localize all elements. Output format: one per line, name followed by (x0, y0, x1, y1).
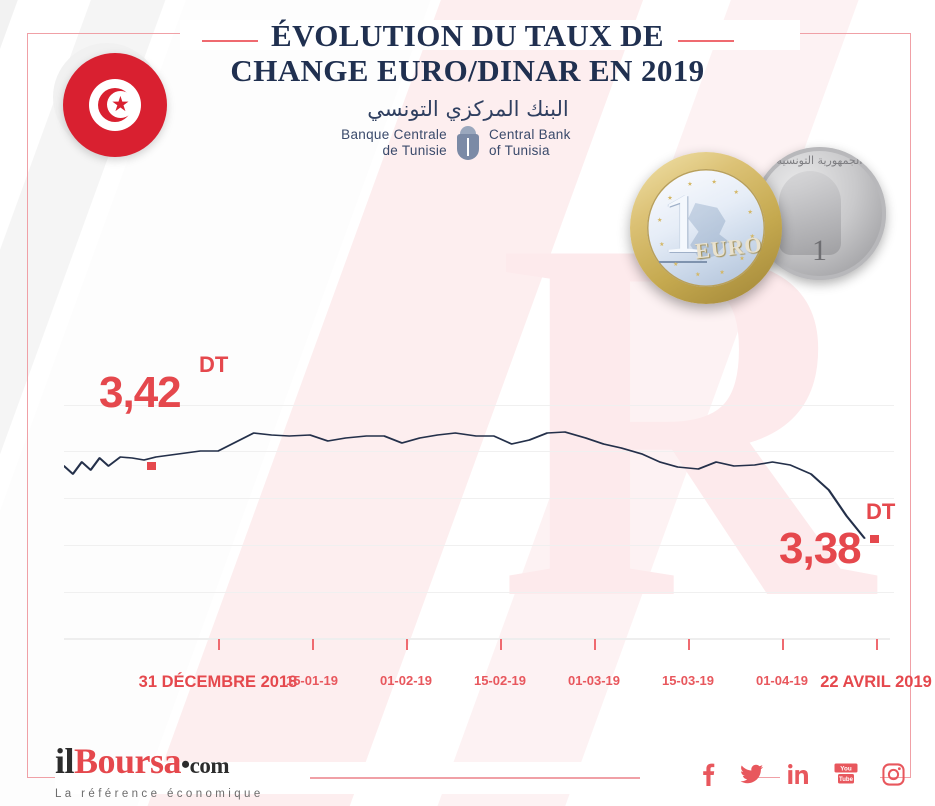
start-marker (147, 462, 156, 470)
svg-text:Tube: Tube (839, 777, 854, 783)
facebook-icon[interactable] (700, 762, 716, 791)
x-axis-label: 15-03-19 (661, 673, 715, 688)
end-value-unit: DT (866, 499, 896, 524)
x-axis-tick (876, 639, 878, 650)
dinar-coin-arabic-legend: الجمهورية التونسية (776, 154, 863, 167)
logo-wordmark: ilBoursa•com (55, 742, 264, 785)
footer-divider (310, 777, 640, 779)
x-axis-label: 22 AVRIL 2019 (820, 673, 932, 691)
flag-white-disc: ★ (89, 79, 141, 131)
logo-boursa: Boursa (74, 741, 182, 781)
euro-star-icon (711, 179, 717, 184)
euro-star-icon (719, 269, 725, 275)
flag-star-icon: ★ (111, 93, 130, 116)
x-axis-label: 01-04-19 (755, 673, 809, 688)
central-bank-french: Banque Centrale de Tunisie (307, 127, 447, 159)
dinar-coin-value: 1 (812, 234, 827, 267)
x-axis-tick (688, 639, 690, 650)
title-dash-left (202, 40, 258, 42)
x-axis-label: 15-02-19 (473, 673, 527, 688)
central-bank-arabic: البنك المركزي التونسي (367, 97, 569, 121)
ilboursa-logo[interactable]: ilBoursa•com La référence économique (55, 742, 264, 800)
title-line-1: ÉVOLUTION DU TAUX DE (271, 18, 664, 53)
gridline (64, 405, 894, 406)
x-axis-tick (312, 639, 314, 650)
emblem-top (460, 126, 476, 136)
euro-coin-underline (659, 261, 707, 263)
twitter-icon[interactable] (740, 762, 764, 791)
euro-star-icon (749, 233, 755, 239)
x-axis-label: 01-03-19 (567, 673, 621, 688)
gridline (64, 545, 894, 546)
end-value-label: 3,38 (779, 524, 862, 573)
gridline (64, 592, 894, 593)
x-axis-tick (782, 639, 784, 650)
euro-star-icon (747, 209, 753, 214)
central-bank-en-line2: of Tunisia (489, 143, 550, 158)
x-axis-label: 15-01-19 (285, 673, 339, 688)
start-value-unit: DT (199, 352, 229, 377)
one-euro-coin-icon: 1 EURO (630, 152, 782, 304)
euro-coin-value: 1 (661, 175, 704, 271)
gridline (64, 451, 894, 452)
x-axis-labels: 31 DÉCEMBRE 2018 15-01-19 01-02-19 15-02-19… (0, 673, 935, 695)
x-axis-tick (594, 639, 596, 650)
euro-star-icon (667, 195, 673, 200)
emblem-shield (457, 134, 479, 160)
flag-crescent-cutout (107, 91, 134, 118)
x-axis-tick (406, 639, 408, 650)
euro-star-icon (657, 217, 663, 222)
central-bank-english: Central Bank of Tunisia (489, 127, 629, 159)
title-dash-right (678, 40, 734, 42)
frame-gap-top (180, 20, 800, 50)
central-bank-fr-line2: de Tunisie (382, 143, 447, 158)
euro-coin-center: 1 EURO (647, 169, 765, 287)
euro-star-icon (687, 181, 693, 186)
svg-text:You: You (840, 766, 852, 773)
logo-dot: • (181, 750, 190, 779)
euro-star-icon (733, 189, 739, 195)
logo-tagline: La référence économique (55, 788, 264, 800)
logo-com: com (189, 753, 230, 778)
euro-star-icon (695, 271, 701, 277)
euro-star-icon (739, 255, 745, 261)
central-bank-en-line1: Central Bank (489, 127, 571, 142)
central-bank-logo: البنك المركزي التونسي Banque Centrale de… (268, 96, 668, 162)
x-axis-tick (500, 639, 502, 650)
page-title: ÉVOLUTION DU TAUX DE CHANGE EURO/DINAR E… (0, 18, 935, 88)
euro-coin-stars (647, 169, 765, 287)
euro-star-icon (673, 261, 679, 267)
central-bank-names: Banque Centrale de Tunisie Central Bank … (268, 124, 668, 162)
gridline (64, 498, 894, 499)
dinar-coin-figure (779, 171, 841, 255)
tunisia-coat-of-arms-icon (451, 124, 485, 162)
x-axis-tick (218, 639, 220, 650)
youtube-icon[interactable]: You Tube (834, 763, 858, 790)
exchange-rate-chart (64, 386, 894, 650)
x-axis-line (64, 638, 890, 640)
central-bank-fr-line1: Banque Centrale (341, 127, 447, 142)
chart-line-series (64, 431, 866, 539)
social-links: You Tube (700, 762, 905, 791)
x-axis-label: 01-02-19 (379, 673, 433, 688)
tunisia-flag-icon: ★ (63, 53, 167, 157)
end-marker (870, 535, 879, 543)
flag-crescent-icon (98, 88, 134, 122)
instagram-icon[interactable] (882, 762, 905, 791)
start-value-label: 3,42 (99, 368, 182, 417)
x-axis-label: 31 DÉCEMBRE 2018 (138, 673, 298, 691)
logo-il: il (55, 741, 75, 781)
linkedin-icon[interactable] (788, 763, 810, 790)
euro-star-icon (659, 241, 665, 247)
title-line-2: CHANGE EURO/DINAR EN 2019 (230, 53, 705, 88)
